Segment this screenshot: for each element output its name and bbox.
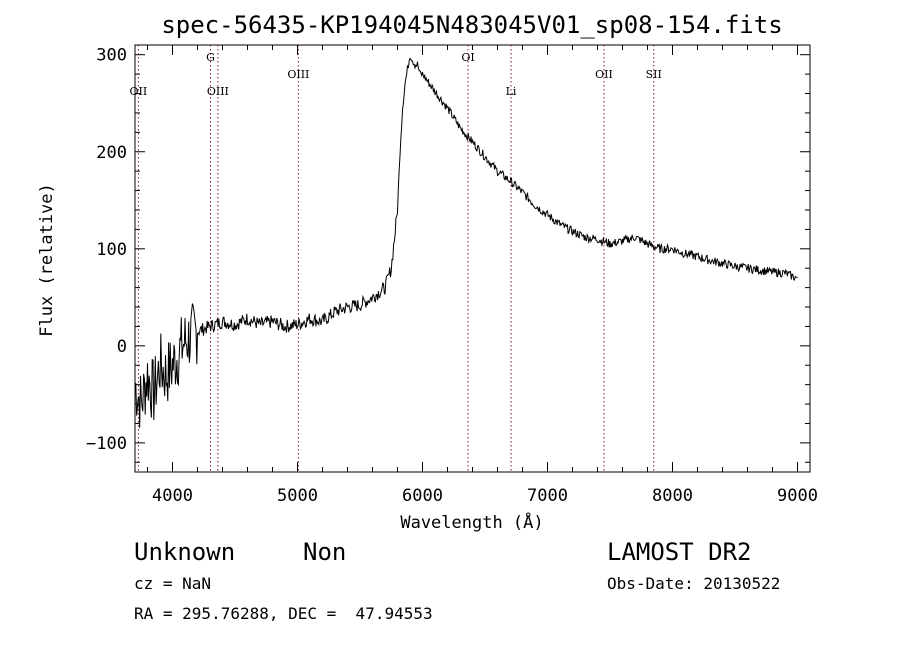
redshift-text: cz = NaN: [134, 574, 212, 593]
spectral-line-label: SII: [646, 68, 662, 81]
spectral-line-label: OIII: [207, 85, 229, 98]
class-label: Unknown: [134, 538, 236, 566]
x-axis-label: Wavelength (Å): [400, 511, 543, 533]
x-tick-label: 6000: [402, 486, 443, 506]
chart-title: spec-56435-KP194045N483045V01_sp08-154.f…: [161, 11, 782, 39]
plot-area: 4000 5000 6000 7000 8000 9000 −100 0 100 200 300 OI…: [86, 44, 818, 506]
spectral-line-label: G: [206, 51, 215, 64]
survey-label: LAMOST DR2: [607, 538, 752, 566]
spectral-line-label: Li: [506, 85, 517, 98]
spectrum-chart: spec-56435-KP194045N483045V01_sp08-154.f…: [37, 11, 818, 533]
obs-date-text: Obs-Date: 20130522: [607, 574, 781, 593]
spectral-line-label: OII: [595, 68, 613, 81]
y-tick-label: −100: [86, 434, 127, 454]
spectral-line-label: OIII: [287, 68, 309, 81]
spectral-line-label: OI: [461, 51, 474, 64]
y-tick-label: 100: [96, 240, 127, 260]
y-tick-label: 200: [96, 143, 127, 163]
y-tick-label: 0: [117, 337, 127, 357]
coordinates-text: RA = 295.76288, DEC = 47.94553: [134, 604, 433, 623]
spectral-line-label: OII: [130, 85, 148, 98]
x-tick-label: 9000: [777, 486, 818, 506]
x-tick-label: 7000: [527, 486, 568, 506]
spectrum-line: [134, 57, 798, 428]
y-tick-label: 300: [96, 46, 127, 66]
x-tick-label: 4000: [152, 486, 193, 506]
y-axis-label: Flux (relative): [37, 183, 57, 337]
subclass-label: Non: [303, 538, 347, 566]
x-tick-label: 8000: [652, 486, 693, 506]
x-tick-label: 5000: [277, 486, 318, 506]
plot-frame: [134, 44, 811, 473]
